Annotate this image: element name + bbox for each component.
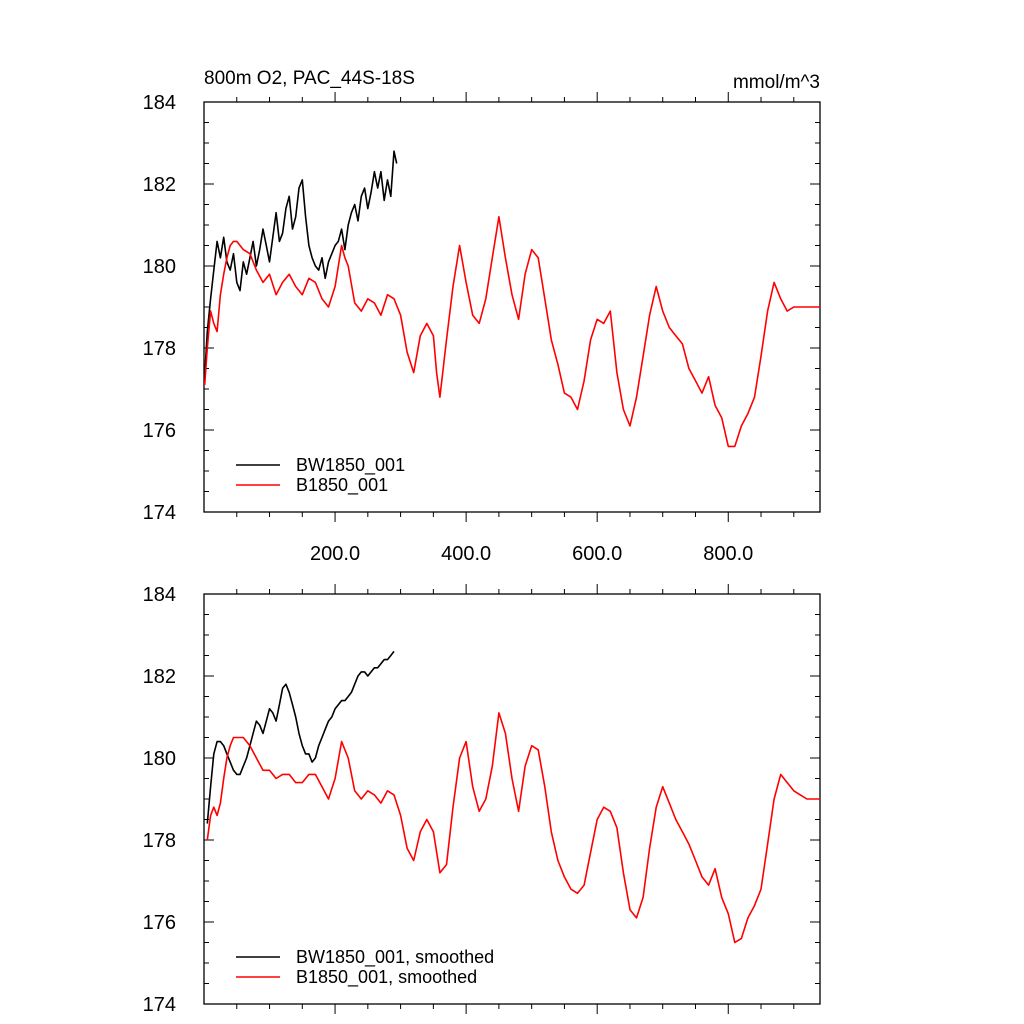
top-plot-panel: 800m O2, PAC_44S-18S mmol/m^3 1741761781…	[143, 68, 821, 565]
y-tick-label: 174	[143, 994, 176, 1016]
y-tick-label: 182	[143, 666, 176, 688]
y-tick-label: 182	[143, 174, 176, 196]
bottom-series-lines	[206, 650, 820, 944]
x-tick-label: 200.0	[310, 543, 360, 565]
legend-label: B1850_001, smoothed	[296, 967, 477, 988]
series-line-black	[206, 650, 395, 824]
top-y-axis-labels: 174 176 178 180 182 184	[143, 92, 176, 524]
series-line-red	[204, 216, 820, 448]
top-plot-frame	[203, 101, 821, 513]
x-tick-label: 600.0	[572, 543, 622, 565]
y-tick-label: 176	[143, 912, 176, 934]
legend-label: B1850_001	[296, 475, 388, 496]
bottom-plot-ticks	[204, 584, 820, 1014]
y-tick-label: 180	[143, 256, 176, 278]
bottom-plot-panel: 174 176 178 180 182 184 BW1850_001, smoothedB…	[143, 584, 821, 1016]
series-line-black	[204, 150, 398, 377]
y-tick-label: 184	[143, 584, 176, 606]
units-label: mmol/m^3	[733, 72, 820, 93]
legend-label: BW1850_001, smoothed	[296, 947, 494, 968]
x-tick-label: 800.0	[703, 543, 753, 565]
y-tick-label: 178	[143, 830, 176, 852]
legend-label: BW1850_001	[296, 455, 405, 476]
x-tick-label: 400.0	[441, 543, 491, 565]
bottom-plot-frame	[203, 593, 821, 1005]
bottom-y-axis-labels: 174 176 178 180 182 184	[143, 584, 176, 1016]
top-plot-ticks	[204, 92, 820, 522]
y-tick-label: 176	[143, 420, 176, 442]
series-line-red	[206, 712, 820, 944]
chart-title: 800m O2, PAC_44S-18S	[204, 68, 415, 89]
y-tick-label: 178	[143, 338, 176, 360]
y-tick-label: 180	[143, 748, 176, 770]
y-tick-label: 184	[143, 92, 176, 114]
top-series-lines	[204, 150, 820, 448]
y-tick-label: 174	[143, 502, 176, 524]
top-x-axis-labels: 200.0 400.0 600.0 800.0	[310, 543, 753, 565]
